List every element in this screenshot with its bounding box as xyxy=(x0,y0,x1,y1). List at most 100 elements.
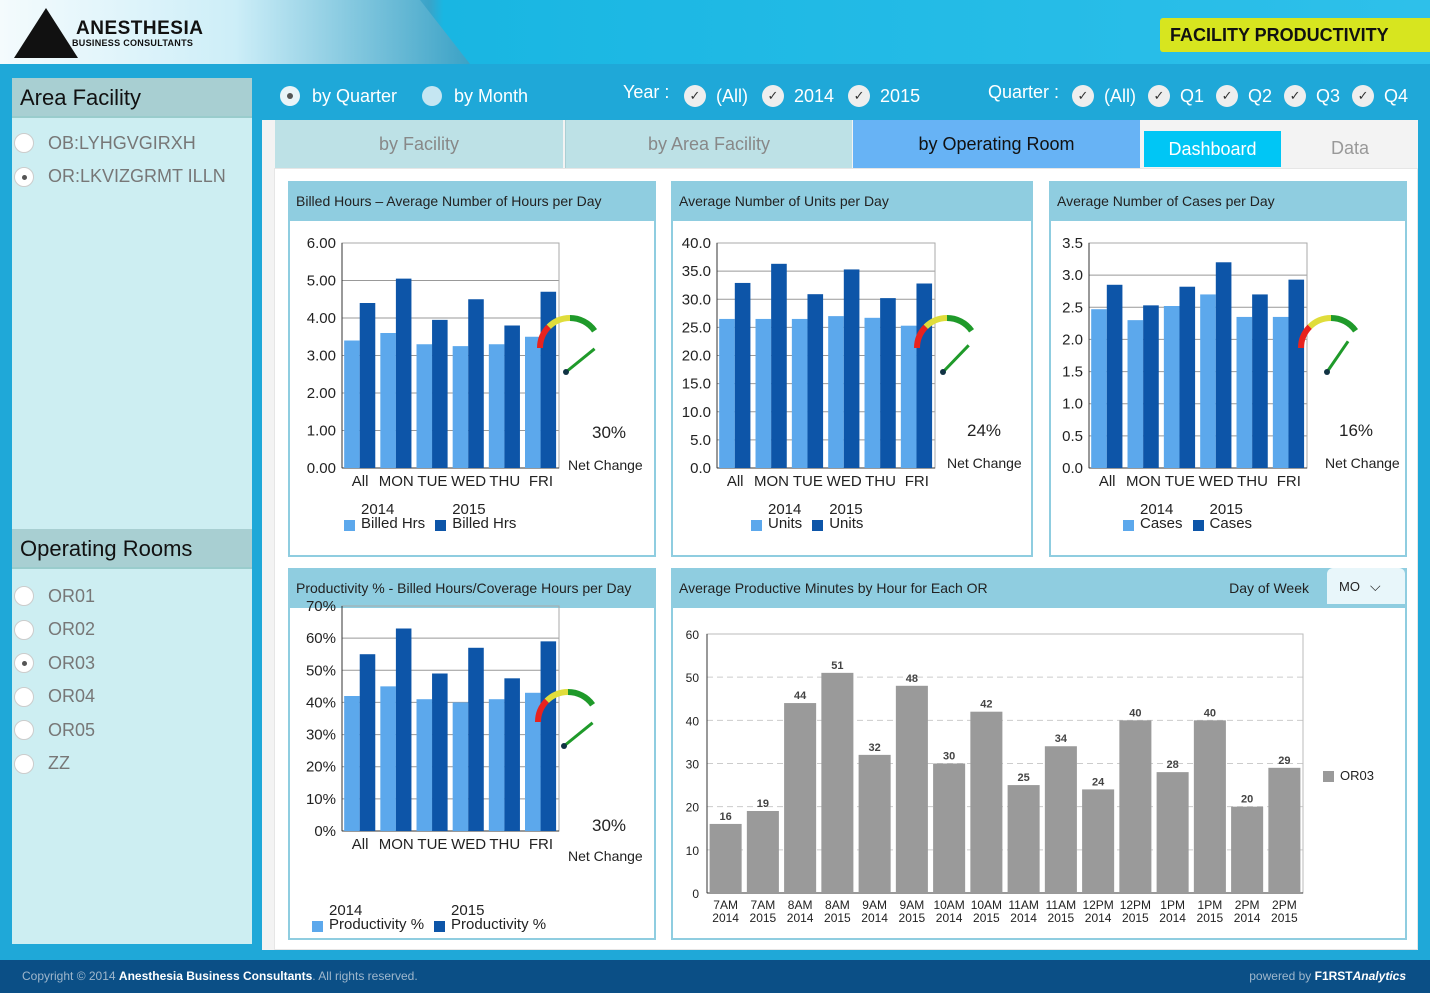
bar-2015-Billed-Hrs-2[interactable] xyxy=(432,319,448,468)
radio-or-2[interactable]: OR03 xyxy=(12,648,95,678)
bar-2014-Billed-Hrs-0[interactable] xyxy=(344,340,360,469)
bar-2015-Productivity--5[interactable] xyxy=(540,641,557,831)
bar-2014-Cases-3[interactable] xyxy=(1200,294,1216,468)
by-month-radio[interactable]: by Month xyxy=(422,78,528,114)
bar-OR03-10[interactable] xyxy=(1082,789,1115,893)
bar-OR03-5[interactable] xyxy=(895,685,928,893)
bar-2014-Units-2[interactable] xyxy=(791,318,808,468)
bar-OR03-11[interactable] xyxy=(1119,720,1152,893)
y-tick-label: 30 xyxy=(686,758,700,772)
bar-2015-Productivity--1[interactable] xyxy=(395,628,412,832)
bar-2014-Productivity--3[interactable] xyxy=(452,702,469,831)
checkbox-2014[interactable]: ✓ 2014 xyxy=(762,85,834,107)
radio-or-1[interactable]: OR02 xyxy=(12,615,95,645)
bar-2014-Cases-2[interactable] xyxy=(1163,306,1180,468)
bar-2015-Productivity--0[interactable] xyxy=(359,654,376,831)
bar-2014-Cases-0[interactable] xyxy=(1091,309,1107,468)
gauge-segment xyxy=(923,315,948,330)
bar-2014-Cases-5[interactable] xyxy=(1272,316,1289,468)
radio-or-3[interactable]: OR04 xyxy=(12,682,95,712)
bar-2015-Units-5[interactable] xyxy=(916,283,933,469)
checkbox-Q3[interactable]: ✓ Q3 xyxy=(1284,85,1340,107)
filter-bar: by Quarter by Month Year : ✓ (All) ✓ 2014 ✓ 2… xyxy=(280,78,1430,114)
radio-unselected-icon xyxy=(14,133,34,153)
bar-OR03-6[interactable] xyxy=(933,763,966,894)
bar-2014-Cases-4[interactable] xyxy=(1236,316,1253,468)
bar-2014-Units-1[interactable] xyxy=(755,318,772,468)
bar-2015-Units-3[interactable] xyxy=(843,269,860,468)
x-tick-label: 8AM xyxy=(825,898,850,912)
bar-2015-Billed-Hrs-1[interactable] xyxy=(395,278,412,468)
bar-OR03-3[interactable] xyxy=(821,672,854,893)
bar-2014-Productivity--5[interactable] xyxy=(525,692,541,831)
bar-2015-Cases-5[interactable] xyxy=(1288,279,1305,468)
dashboard-button[interactable]: Dashboard xyxy=(1144,131,1281,167)
bar-2014-Units-4[interactable] xyxy=(864,317,881,468)
bar-2014-Units-3[interactable] xyxy=(828,316,844,468)
bar-2015-Productivity--4[interactable] xyxy=(504,678,520,831)
y-tick-label: 1.00 xyxy=(307,423,336,440)
bar-2014-Productivity--4[interactable] xyxy=(488,699,505,831)
bar-2014-Billed-Hrs-3[interactable] xyxy=(452,346,469,468)
bar-2015-Cases-3[interactable] xyxy=(1215,262,1232,468)
bar-2014-Units-0[interactable] xyxy=(719,318,735,468)
bar-2015-Cases-1[interactable] xyxy=(1143,305,1159,468)
bar-OR03-1[interactable] xyxy=(746,810,779,893)
bar-2014-Units-5[interactable] xyxy=(900,325,917,468)
checkbox-Q4[interactable]: ✓ Q4 xyxy=(1352,85,1408,107)
check-icon: ✓ xyxy=(762,85,784,107)
bar-OR03-2[interactable] xyxy=(784,703,817,893)
bar-2015-Billed-Hrs-3[interactable] xyxy=(468,299,484,468)
legend-year: 2015 xyxy=(452,501,486,518)
checkbox-(All)[interactable]: ✓ (All) xyxy=(684,85,748,107)
bar-2015-Billed-Hrs-5[interactable] xyxy=(540,291,557,468)
checkbox-Q1[interactable]: ✓ Q1 xyxy=(1148,85,1204,107)
bar-2015-Billed-Hrs-0[interactable] xyxy=(359,303,376,468)
bar-OR03-9[interactable] xyxy=(1044,746,1077,893)
bar-OR03-0[interactable] xyxy=(709,823,742,893)
bar-OR03-4[interactable] xyxy=(858,754,891,893)
bar-2014-Billed-Hrs-4[interactable] xyxy=(488,344,505,468)
checkbox-(All)[interactable]: ✓ (All) xyxy=(1072,85,1136,107)
radio-area-1[interactable]: OR:LKVIZGRMT ILLN xyxy=(12,162,226,192)
radio-or-0[interactable]: OR01 xyxy=(12,581,95,611)
gauge-segment xyxy=(544,689,569,704)
tab-by-area-facility[interactable]: by Area Facility xyxy=(565,120,852,168)
bar-OR03-15[interactable] xyxy=(1268,767,1301,893)
bar-2015-Units-0[interactable] xyxy=(734,282,751,468)
bar-2014-Billed-Hrs-2[interactable] xyxy=(416,344,433,468)
checkbox-2015[interactable]: ✓ 2015 xyxy=(848,85,920,107)
x-tick-label: 10AM xyxy=(933,898,964,912)
bar-OR03-12[interactable] xyxy=(1156,772,1189,893)
bar-2015-Billed-Hrs-4[interactable] xyxy=(504,325,520,469)
radio-or-4[interactable]: OR05 xyxy=(12,715,95,745)
data-button[interactable]: Data xyxy=(1290,128,1410,168)
tab-by-facility[interactable]: by Facility xyxy=(275,120,563,168)
bar-2015-Cases-4[interactable] xyxy=(1252,294,1268,468)
bar-2015-Units-1[interactable] xyxy=(771,263,787,468)
bar-2014-Billed-Hrs-1[interactable] xyxy=(380,333,396,468)
bar-2015-Productivity--2[interactable] xyxy=(432,673,448,832)
bar-2015-Units-4[interactable] xyxy=(880,298,896,468)
bar-2014-Cases-1[interactable] xyxy=(1127,320,1144,468)
bar-2014-Productivity--1[interactable] xyxy=(380,686,396,831)
by-quarter-radio[interactable]: by Quarter xyxy=(280,78,397,114)
bar-OR03-13[interactable] xyxy=(1193,720,1226,893)
bar-OR03-8[interactable] xyxy=(1007,785,1040,893)
bar-2014-Productivity--2[interactable] xyxy=(416,699,433,831)
bar-2015-Cases-2[interactable] xyxy=(1179,286,1196,468)
checkbox-Q2[interactable]: ✓ Q2 xyxy=(1216,85,1272,107)
bar-OR03-14[interactable] xyxy=(1231,806,1264,893)
bar-2015-Productivity--3[interactable] xyxy=(468,647,484,831)
bar-OR03-7[interactable] xyxy=(970,711,1003,893)
x-tick-label: 2015 xyxy=(973,911,1000,925)
radio-area-0[interactable]: OB:LYHGVGIRXH xyxy=(12,128,196,158)
bar-2015-Cases-0[interactable] xyxy=(1106,284,1123,468)
bar-2014-Productivity--0[interactable] xyxy=(344,696,360,831)
units-per-day-panel: Average Number of Units per Day 0.0 5.0 10.… xyxy=(671,181,1033,557)
tab-by-operating-room[interactable]: by Operating Room xyxy=(853,120,1140,168)
bar-2014-Billed-Hrs-5[interactable] xyxy=(525,336,541,468)
radio-or-5[interactable]: ZZ xyxy=(12,749,70,779)
bar-2015-Units-2[interactable] xyxy=(807,294,824,468)
day-of-week-dropdown[interactable]: MO ⌵ xyxy=(1327,568,1405,604)
